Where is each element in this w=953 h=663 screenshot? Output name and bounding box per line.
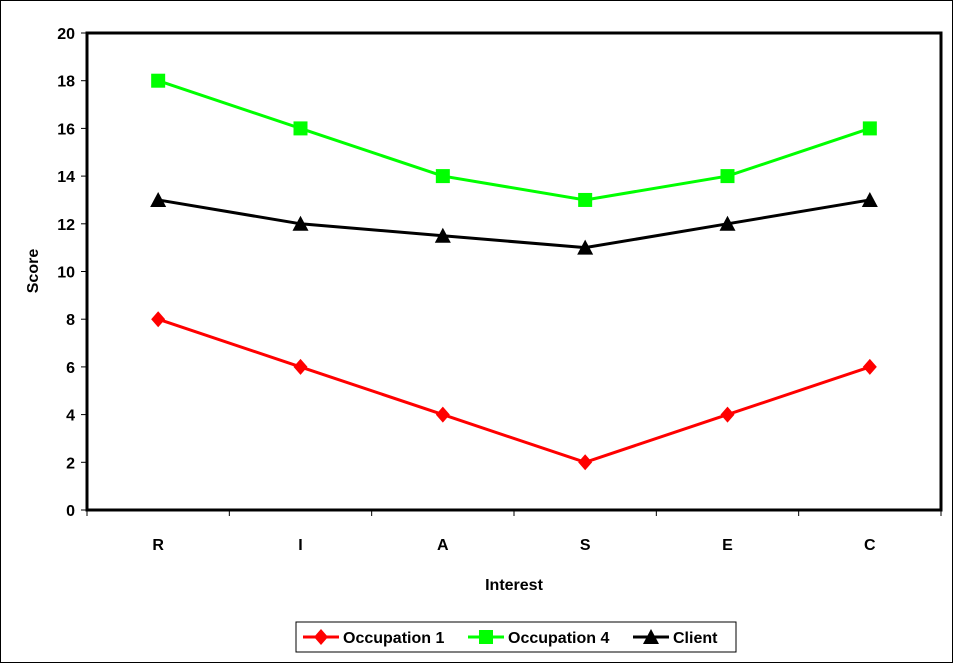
x-tick-label: I xyxy=(298,537,302,554)
y-tick-label: 20 xyxy=(57,26,75,43)
data-point xyxy=(862,121,877,136)
x-tick-label: E xyxy=(722,537,733,554)
legend-marker xyxy=(643,629,659,644)
data-point xyxy=(719,215,736,231)
legend-label: Occupation 4 xyxy=(508,630,609,647)
x-tick-label: S xyxy=(580,537,591,554)
y-tick-label: 6 xyxy=(66,360,75,377)
y-tick-label: 4 xyxy=(66,408,75,425)
legend-item: Occupation 1 xyxy=(303,629,444,647)
data-point xyxy=(577,239,594,255)
data-point xyxy=(434,227,451,243)
series-layer xyxy=(150,73,878,471)
data-point xyxy=(293,358,308,375)
data-point xyxy=(578,454,593,471)
y-tick-label: 2 xyxy=(66,455,75,472)
data-point xyxy=(151,311,166,328)
legend-marker xyxy=(479,630,493,644)
x-tick-label: C xyxy=(864,537,876,554)
x-axis-title: Interest xyxy=(485,577,543,594)
data-point xyxy=(293,121,308,136)
y-axis-title: Score xyxy=(25,249,42,294)
y-tick-label: 18 xyxy=(57,74,75,91)
plot-area xyxy=(85,31,943,512)
series-line xyxy=(157,198,871,250)
legend: Occupation 1 Occupation 4 Client xyxy=(303,629,718,647)
series-line xyxy=(157,79,871,202)
data-point xyxy=(435,406,450,423)
y-tick-label: 10 xyxy=(57,265,75,282)
y-axis: 0 2 4 6 8 10 12 14 16 18 20 xyxy=(57,26,87,520)
legend-item: Occupation 4 xyxy=(468,630,609,647)
legend-item: Client xyxy=(633,629,718,647)
data-point xyxy=(578,192,593,207)
y-tick-label: 14 xyxy=(57,169,75,186)
data-point xyxy=(861,191,878,207)
series-occupation-4 xyxy=(151,73,877,207)
legend-marker xyxy=(314,629,328,645)
data-point xyxy=(720,406,735,423)
data-point xyxy=(435,169,450,184)
y-tick-label: 8 xyxy=(66,312,75,329)
legend-label: Occupation 1 xyxy=(343,630,444,647)
data-point xyxy=(292,215,309,231)
y-tick-label: 16 xyxy=(57,121,75,138)
series-occupation-1 xyxy=(151,311,877,471)
legend-label: Client xyxy=(673,630,718,647)
data-point xyxy=(862,358,877,375)
x-tick-label: R xyxy=(152,537,164,554)
y-tick-label: 0 xyxy=(66,503,75,520)
data-point xyxy=(151,73,166,88)
series-client xyxy=(150,191,878,255)
data-point xyxy=(720,169,735,184)
series-line xyxy=(157,317,871,464)
y-tick-label: 12 xyxy=(57,217,75,234)
x-tick-label: A xyxy=(437,537,449,554)
data-point xyxy=(150,191,167,207)
